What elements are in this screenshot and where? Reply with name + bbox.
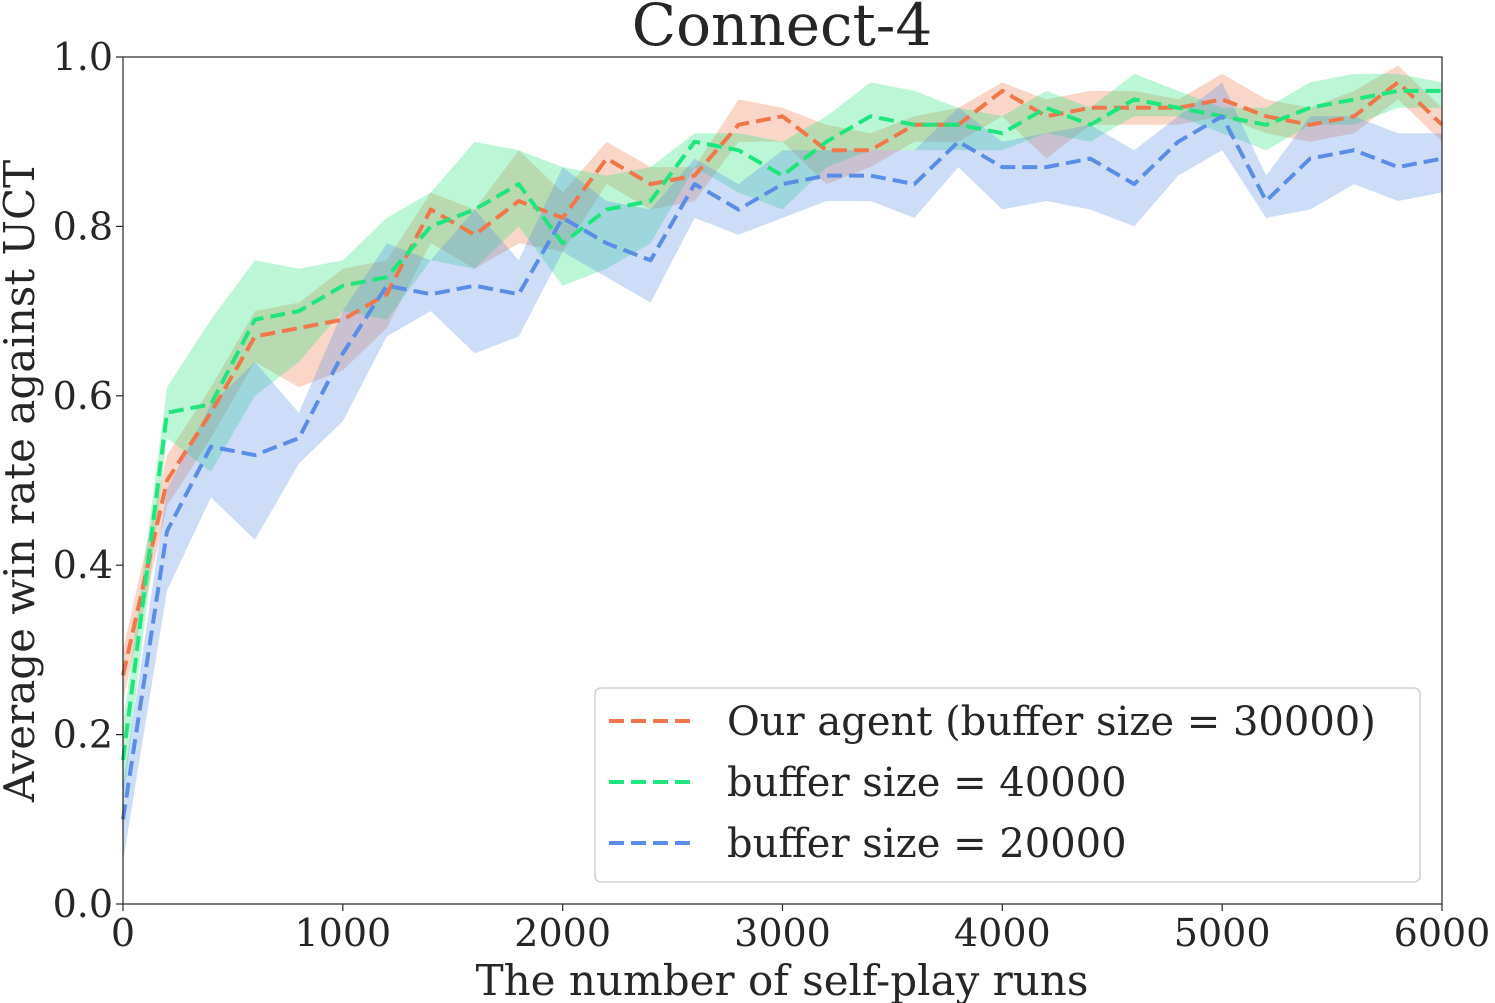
y-tick-label: 0.6 <box>53 374 113 418</box>
legend-label-buffer-size-40000: buffer size = 40000 <box>727 760 1127 806</box>
x-tick-label: 3000 <box>734 911 831 955</box>
y-tick-label: 0.0 <box>53 882 113 926</box>
x-axis-ticks: 0 1000 2000 3000 4000 5000 6000 <box>111 904 1490 955</box>
y-tick-label: 1.0 <box>53 35 113 79</box>
x-tick-label: 2000 <box>514 911 611 955</box>
y-axis-ticks: 0.0 0.2 0.4 0.6 0.8 1.0 <box>53 35 123 926</box>
line-buffer-size-20000 <box>121 114 1443 820</box>
series-lines <box>121 80 1444 820</box>
legend-label-our-agent-buffer-size-30000: Our agent (buffer size = 30000) <box>727 699 1376 745</box>
band-buffer-size-40000 <box>123 73 1442 803</box>
chart-title: Connect-4 <box>632 0 933 59</box>
x-axis-label: The number of self-play runs <box>476 956 1089 1003</box>
legend-label-buffer-size-20000: buffer size = 20000 <box>727 821 1127 867</box>
y-tick-label: 0.2 <box>53 713 113 757</box>
line-our-agent-buffer-size-30000 <box>121 80 1444 676</box>
x-tick-label: 0 <box>111 911 135 955</box>
band-buffer-size-20000 <box>123 82 1442 862</box>
x-tick-label: 1000 <box>294 911 391 955</box>
y-tick-label: 0.8 <box>53 204 113 248</box>
y-axis-label: Average win rate against UCT <box>0 160 44 803</box>
x-tick-label: 4000 <box>954 911 1051 955</box>
y-tick-label: 0.4 <box>53 543 113 587</box>
legend: Our agent (buffer size = 30000) buffer si… <box>594 687 1421 883</box>
legend-box <box>594 687 1421 883</box>
x-tick-label: 6000 <box>1394 911 1491 955</box>
x-tick-label: 5000 <box>1174 911 1271 955</box>
